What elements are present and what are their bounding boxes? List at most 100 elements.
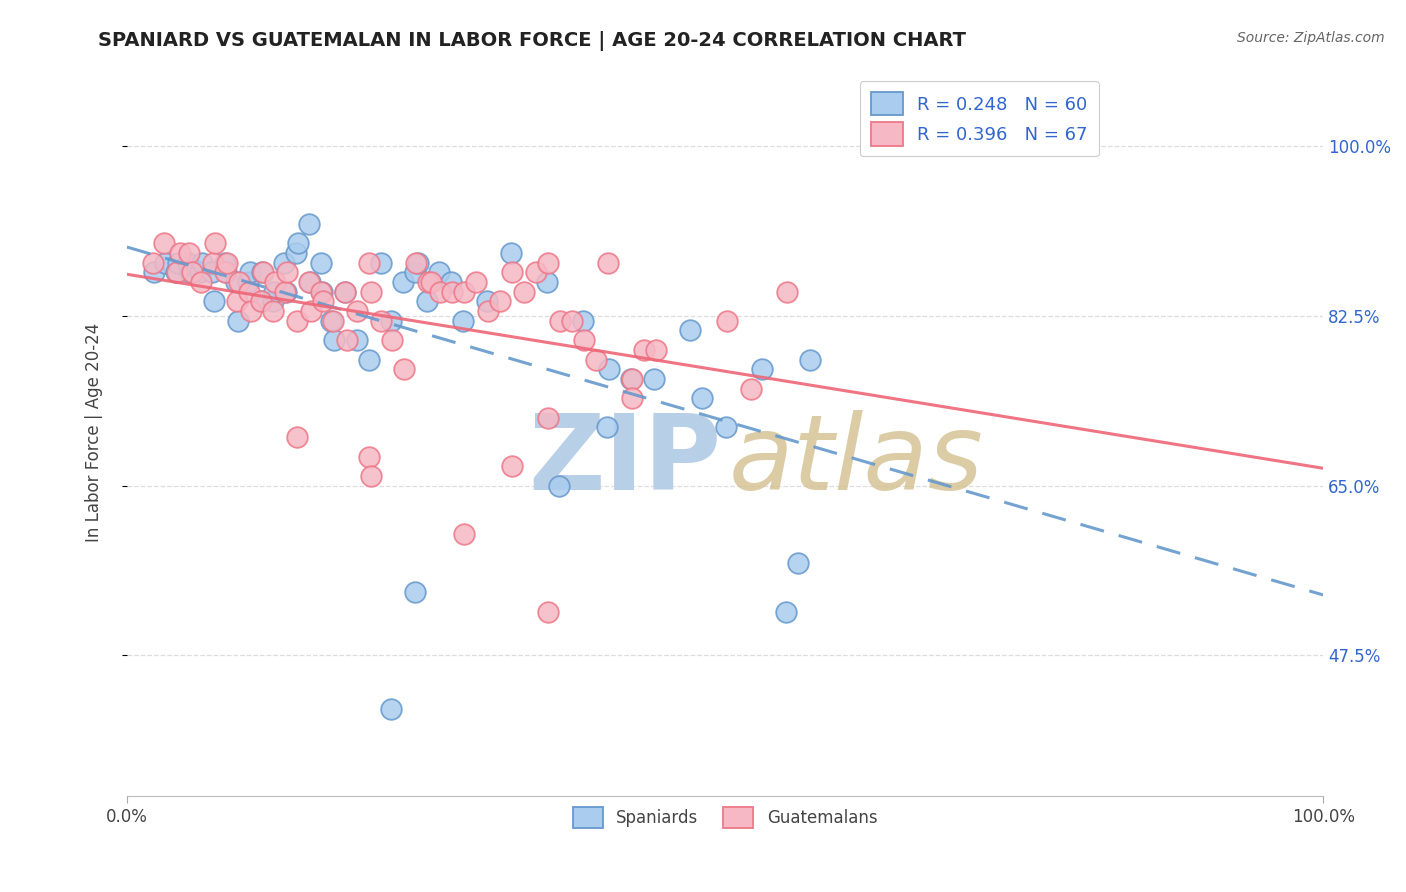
Point (333, 285, 356, 299)
Point (309, 285, 332, 299)
Point (142, 255, 165, 269)
Point (204, 236, 226, 251)
Point (643, 372, 665, 386)
Point (501, 265, 523, 279)
Point (775, 605, 797, 619)
Point (716, 314, 738, 328)
Point (381, 333, 404, 347)
Point (548, 314, 571, 328)
Point (298, 217, 321, 231)
Point (427, 265, 450, 279)
Point (274, 285, 297, 299)
Point (250, 265, 273, 279)
Point (215, 265, 238, 279)
Point (370, 255, 392, 269)
Point (238, 285, 260, 299)
Point (380, 702, 402, 716)
Point (287, 236, 309, 251)
Point (202, 294, 225, 309)
Point (799, 352, 821, 367)
Point (404, 585, 426, 599)
Point (418, 275, 440, 289)
Point (536, 275, 558, 289)
Point (226, 294, 249, 309)
Point (236, 275, 259, 289)
Point (225, 275, 247, 289)
Point (228, 275, 250, 289)
Point (357, 255, 380, 269)
Point (406, 255, 429, 269)
Point (499, 245, 522, 260)
Point (451, 314, 474, 328)
Point (166, 265, 188, 279)
Point (239, 265, 262, 279)
Point (321, 314, 343, 328)
Point (429, 285, 451, 299)
Point (585, 352, 607, 367)
Point (690, 392, 713, 406)
Point (336, 333, 359, 347)
Point (312, 294, 335, 309)
Point (153, 236, 176, 251)
Point (322, 333, 344, 347)
Point (191, 255, 214, 269)
Point (298, 275, 321, 289)
Point (596, 255, 619, 269)
Point (620, 392, 643, 406)
Point (240, 304, 263, 318)
Point (357, 450, 380, 464)
Point (572, 333, 595, 347)
Point (716, 420, 738, 434)
Point (217, 255, 239, 269)
Point (441, 285, 464, 299)
Point (547, 478, 569, 492)
Point (360, 469, 382, 483)
Text: SPANIARD VS GUATEMALAN IN LABOR FORCE | AGE 20-24 CORRELATION CHART: SPANIARD VS GUATEMALAN IN LABOR FORCE | … (98, 31, 966, 51)
Point (179, 245, 201, 260)
Point (380, 314, 402, 328)
Point (440, 275, 463, 289)
Point (419, 275, 441, 289)
Point (751, 362, 773, 376)
Point (143, 265, 166, 279)
Point (333, 285, 356, 299)
Point (311, 285, 333, 299)
Point (179, 265, 201, 279)
Point (214, 265, 236, 279)
Point (477, 304, 499, 318)
Point (513, 285, 536, 299)
Point (405, 255, 427, 269)
Point (571, 314, 593, 328)
Text: Source: ZipAtlas.com: Source: ZipAtlas.com (1237, 31, 1385, 45)
Point (370, 314, 392, 328)
Point (262, 294, 284, 309)
Point (357, 352, 380, 367)
Point (274, 285, 297, 299)
Y-axis label: In Labor Force | Age 20-24: In Labor Force | Age 20-24 (86, 323, 103, 542)
Point (679, 323, 702, 337)
Point (394, 362, 416, 376)
Point (273, 255, 295, 269)
Point (489, 294, 512, 309)
Point (285, 430, 308, 444)
Text: atlas: atlas (728, 410, 983, 512)
Point (264, 275, 287, 289)
Point (740, 382, 762, 396)
Point (180, 265, 202, 279)
Point (177, 255, 200, 269)
Point (167, 255, 190, 269)
Point (226, 314, 249, 328)
Point (250, 294, 273, 309)
Point (537, 605, 560, 619)
Point (309, 255, 332, 269)
Point (416, 294, 439, 309)
Point (346, 333, 368, 347)
Point (169, 245, 191, 260)
Point (524, 265, 547, 279)
Point (360, 285, 382, 299)
Point (644, 343, 666, 357)
Point (201, 265, 224, 279)
Point (598, 362, 620, 376)
Point (392, 275, 415, 289)
Point (250, 294, 273, 309)
